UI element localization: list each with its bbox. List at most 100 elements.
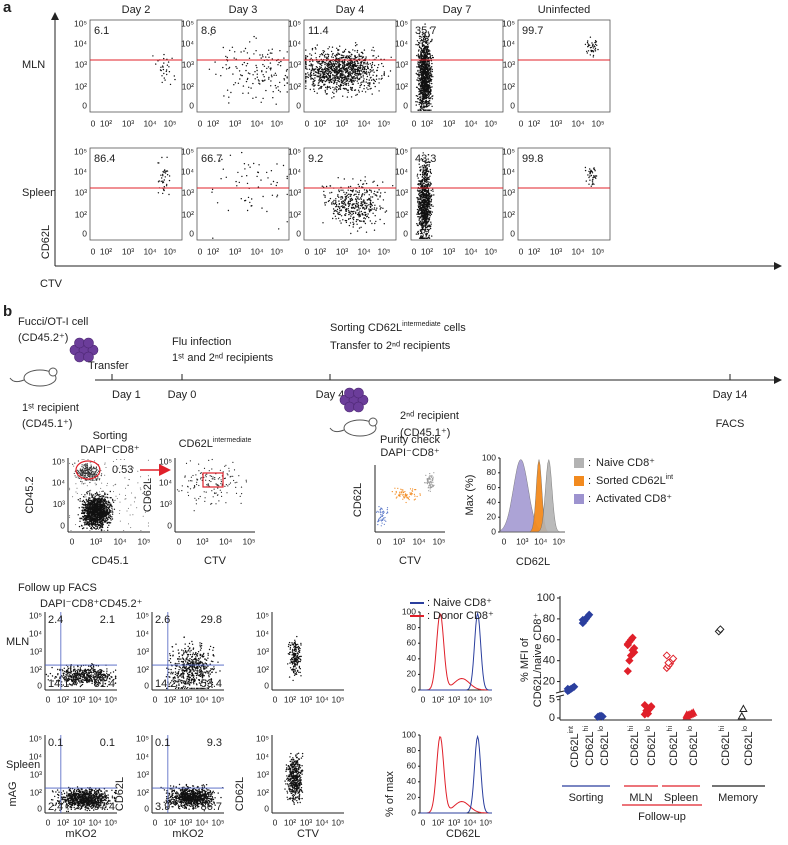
event-dot	[368, 85, 369, 86]
event-dot	[86, 492, 87, 493]
event-dot	[238, 83, 239, 84]
event-dot	[262, 81, 263, 82]
event-dot	[595, 44, 596, 45]
event-dot	[417, 61, 418, 62]
event-dot	[256, 70, 257, 71]
y-tick-label: 10²	[396, 209, 408, 219]
day-label: Day 1	[112, 389, 141, 401]
percent-label: 6.1	[94, 25, 109, 37]
event-dot	[325, 67, 326, 68]
event-dot	[430, 103, 431, 104]
event-dot	[426, 221, 427, 222]
event-dot	[348, 73, 349, 74]
event-dot	[366, 81, 367, 82]
event-dot	[342, 61, 343, 62]
event-dot	[420, 229, 421, 230]
event-dot	[374, 230, 375, 231]
event-dot	[311, 58, 312, 59]
event-dot	[322, 50, 323, 51]
event-dot	[422, 46, 423, 47]
event-dot	[255, 78, 256, 79]
event-dot	[429, 98, 430, 99]
event-dot	[419, 216, 420, 217]
event-dot	[421, 220, 422, 221]
event-dot	[160, 175, 161, 176]
event-dot	[350, 56, 351, 57]
event-dot	[341, 206, 342, 207]
event-dot	[351, 90, 352, 91]
event-dot	[335, 198, 336, 199]
y-tick-label: 10⁵	[502, 146, 515, 156]
y-tick-label: 10³	[289, 59, 301, 69]
event-dot	[174, 75, 175, 76]
event-dot	[418, 205, 419, 206]
event-dot	[270, 80, 271, 81]
event-dot	[249, 41, 250, 42]
event-dot	[278, 62, 279, 63]
event-dot	[235, 66, 236, 67]
event-dot	[427, 97, 428, 98]
event-dot	[351, 54, 352, 55]
event-dot	[357, 61, 358, 62]
event-dot	[358, 209, 359, 210]
event-dot	[432, 211, 433, 212]
y-tick-label: 10²	[289, 81, 301, 91]
event-dot	[276, 104, 277, 105]
event-dot	[420, 90, 421, 91]
event-dot	[338, 88, 339, 89]
event-dot	[350, 63, 351, 64]
event-dot	[305, 74, 306, 75]
event-dot	[429, 196, 430, 197]
event-dot	[379, 219, 380, 220]
event-dot	[214, 61, 215, 62]
event-dot	[344, 79, 345, 80]
event-dot	[373, 209, 374, 210]
event-dot	[371, 67, 372, 68]
event-dot	[595, 48, 596, 49]
event-dot	[338, 189, 339, 190]
y-tick-label: 10⁴	[181, 38, 194, 48]
event-dot	[308, 74, 309, 75]
event-dot	[417, 234, 418, 235]
event-dot	[364, 192, 365, 193]
y-tick-label: 10⁵	[288, 146, 301, 156]
event-dot	[356, 199, 357, 200]
event-dot	[423, 217, 424, 218]
event-dot	[338, 85, 339, 86]
x-tick-label: 10³	[229, 118, 241, 128]
event-dot	[335, 218, 336, 219]
event-dot	[335, 89, 336, 90]
event-dot	[371, 70, 372, 71]
event-dot	[212, 238, 213, 239]
event-dot	[211, 192, 212, 193]
event-dot	[357, 219, 358, 220]
event-dot	[162, 181, 163, 182]
event-dot	[427, 54, 428, 55]
event-dot	[348, 210, 349, 211]
event-dot	[340, 87, 341, 88]
event-dot	[257, 74, 258, 75]
event-dot	[429, 198, 430, 199]
event-dot	[350, 67, 351, 68]
event-dot	[215, 74, 216, 75]
event-dot	[343, 75, 344, 76]
event-dot	[342, 96, 343, 97]
event-dot	[383, 199, 384, 200]
event-dot	[588, 184, 589, 185]
event-dot	[421, 105, 422, 106]
event-dot	[418, 50, 419, 51]
event-dot	[416, 95, 417, 96]
event-dot	[366, 206, 367, 207]
event-dot	[423, 66, 424, 67]
event-dot	[222, 67, 223, 68]
event-dot	[336, 204, 337, 205]
event-dot	[83, 496, 84, 497]
event-dot	[366, 79, 367, 80]
event-dot	[427, 49, 428, 50]
event-dot	[278, 90, 279, 91]
event-dot	[255, 65, 256, 66]
event-dot	[167, 65, 168, 66]
event-dot	[361, 84, 362, 85]
event-dot	[356, 224, 357, 225]
event-dot	[427, 40, 428, 41]
